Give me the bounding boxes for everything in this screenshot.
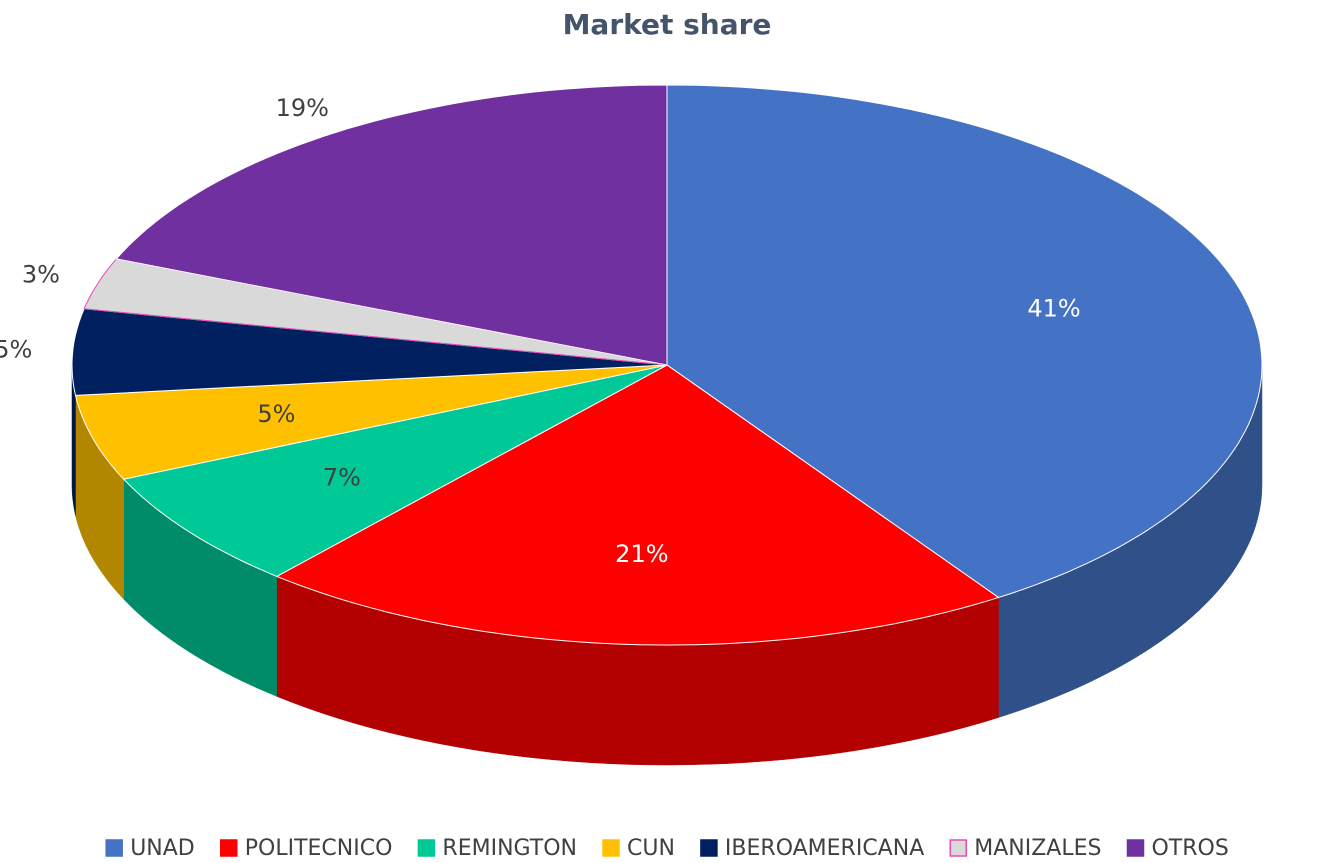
data-label: 5%: [0, 336, 32, 364]
slice: [71, 308, 668, 396]
legend-label: IBEROAMERICANA: [725, 836, 924, 861]
legend-swatch: [949, 839, 967, 857]
legend-label: POLITECNICO: [245, 836, 393, 861]
slice: [666, 84, 1263, 599]
legend-label: UNAD: [130, 836, 195, 861]
chart-title: Market share: [563, 8, 772, 41]
slice: [122, 364, 668, 577]
pie-tops: [71, 84, 1263, 646]
data-label: 41%: [1027, 295, 1080, 323]
legend-label: OTROS: [1151, 836, 1228, 861]
legend: UNAD POLITECNICO REMINGTON CUN IBEROAMERICAN…: [105, 836, 1229, 861]
legend-label: CUN: [627, 836, 675, 861]
data-label: 3%: [22, 260, 60, 288]
slice: [275, 364, 1000, 646]
legend-label: REMINGTON: [442, 836, 577, 861]
legend-swatch: [105, 839, 123, 857]
legend-swatch: [417, 839, 436, 857]
data-label: 5%: [257, 400, 295, 428]
data-label: 19%: [276, 94, 329, 122]
legend-swatch: [700, 839, 718, 857]
data-label: 7%: [323, 463, 361, 491]
slice: [115, 84, 668, 366]
legend-swatch: [1126, 839, 1145, 857]
legend-swatch: [602, 839, 620, 857]
legend-label: MANIZALES: [974, 836, 1101, 861]
slice: [74, 364, 668, 480]
legend-swatch: [220, 839, 238, 857]
pie-labels: 41% 21% 7% 5% 5% 3% 19%: [0, 94, 1081, 568]
data-label: 21%: [615, 540, 668, 568]
slice: [83, 258, 668, 366]
